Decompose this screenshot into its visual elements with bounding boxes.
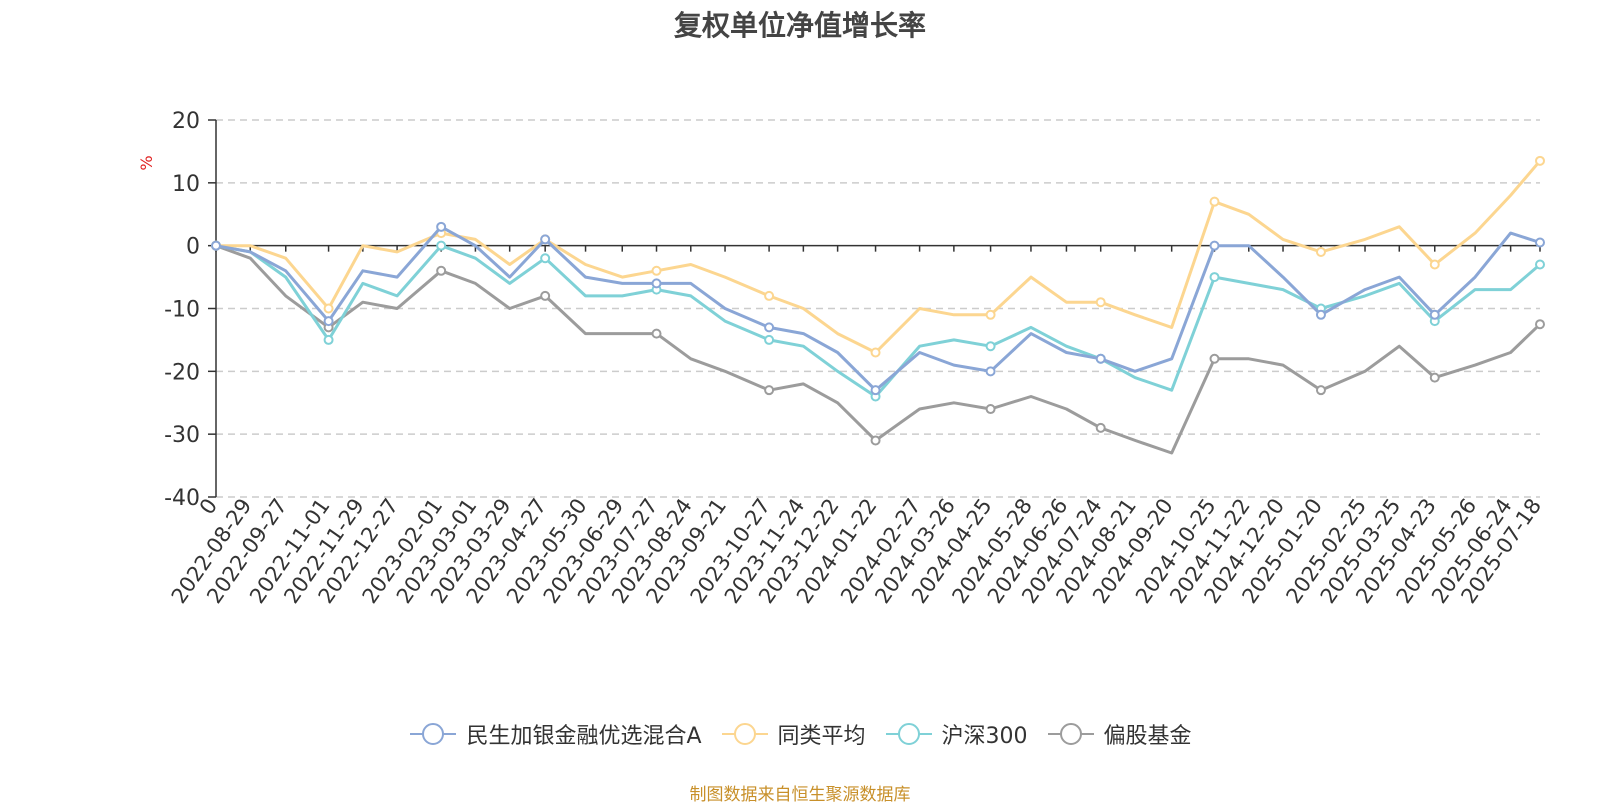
data-point [870, 347, 881, 358]
series-lines [211, 155, 1545, 455]
axes: 20100-10-20-30-4002022-08-292022-09-2720… [164, 109, 1546, 608]
series-1 [211, 155, 1545, 358]
data-point [1535, 259, 1545, 270]
data-point [436, 265, 447, 276]
data-point [1315, 385, 1326, 396]
y-tick-label: -30 [164, 423, 200, 448]
legend-item[interactable]: 同类平均 [720, 718, 866, 750]
y-tick-label: 10 [172, 172, 200, 197]
data-point [870, 385, 881, 396]
legend-marker-icon [410, 723, 457, 745]
data-point [1095, 422, 1106, 433]
data-point [1315, 309, 1326, 320]
x-tick-label: 0 [195, 494, 222, 519]
legend-label: 同类平均 [777, 724, 866, 749]
y-tick-label: -10 [164, 298, 200, 323]
data-point [1209, 272, 1220, 283]
data-point [211, 240, 221, 251]
series-3 [211, 240, 1545, 455]
data-point [1535, 155, 1545, 166]
data-point [764, 385, 775, 396]
data-point [323, 316, 334, 327]
legend-marker-icon [721, 723, 768, 745]
data-point [1429, 259, 1440, 270]
data-point [1315, 246, 1326, 257]
legend-item[interactable]: 偏股基金 [1046, 718, 1192, 750]
data-point [1535, 319, 1545, 330]
legend-marker-icon [1047, 723, 1094, 745]
data-point [323, 334, 334, 345]
data-point [985, 309, 996, 320]
data-point [651, 328, 662, 339]
data-point [985, 341, 996, 352]
data-point [764, 322, 775, 333]
data-point [1095, 353, 1106, 364]
y-tick-label: -40 [164, 486, 200, 511]
data-point [540, 290, 551, 301]
data-point [436, 240, 447, 251]
data-point [1535, 237, 1545, 248]
data-point [764, 290, 775, 301]
data-point [985, 404, 996, 415]
legend-label: 沪深300 [941, 724, 1028, 749]
legend-label: 偏股基金 [1103, 724, 1192, 749]
chart-title: 复权单位净值增长率 [673, 9, 926, 42]
data-point [651, 278, 662, 289]
y-axis-unit-label: % [137, 155, 156, 170]
data-point [1209, 353, 1220, 364]
data-point [985, 366, 996, 377]
y-tick-label: -20 [164, 360, 200, 385]
series-0 [211, 221, 1545, 396]
data-point [870, 435, 881, 446]
data-point [1209, 196, 1220, 207]
source-note: 制图数据来自恒生聚源数据库 [689, 785, 911, 805]
y-tick-label: 0 [186, 235, 200, 260]
data-point [1429, 309, 1440, 320]
data-point [1429, 372, 1440, 383]
data-point [540, 253, 551, 264]
series-line [215, 244, 1541, 398]
data-point [436, 221, 447, 232]
data-point [651, 265, 662, 276]
data-point [323, 303, 334, 314]
legend-marker-icon [885, 723, 932, 745]
legend-item[interactable]: 民生加银金融优选混合A [408, 718, 702, 750]
data-point [1209, 240, 1220, 251]
data-point [1095, 297, 1106, 308]
legend-label: 民生加银金融优选混合A [466, 724, 702, 749]
y-tick-label: 20 [172, 109, 200, 134]
legend-item[interactable]: 沪深300 [884, 718, 1028, 750]
data-point [764, 334, 775, 345]
grid-lines [216, 119, 1540, 498]
legend[interactable]: 民生加银金融优选混合A 同类平均 沪深300 偏股基金 [0, 718, 1600, 750]
series-2 [211, 240, 1545, 402]
data-point [540, 234, 551, 245]
